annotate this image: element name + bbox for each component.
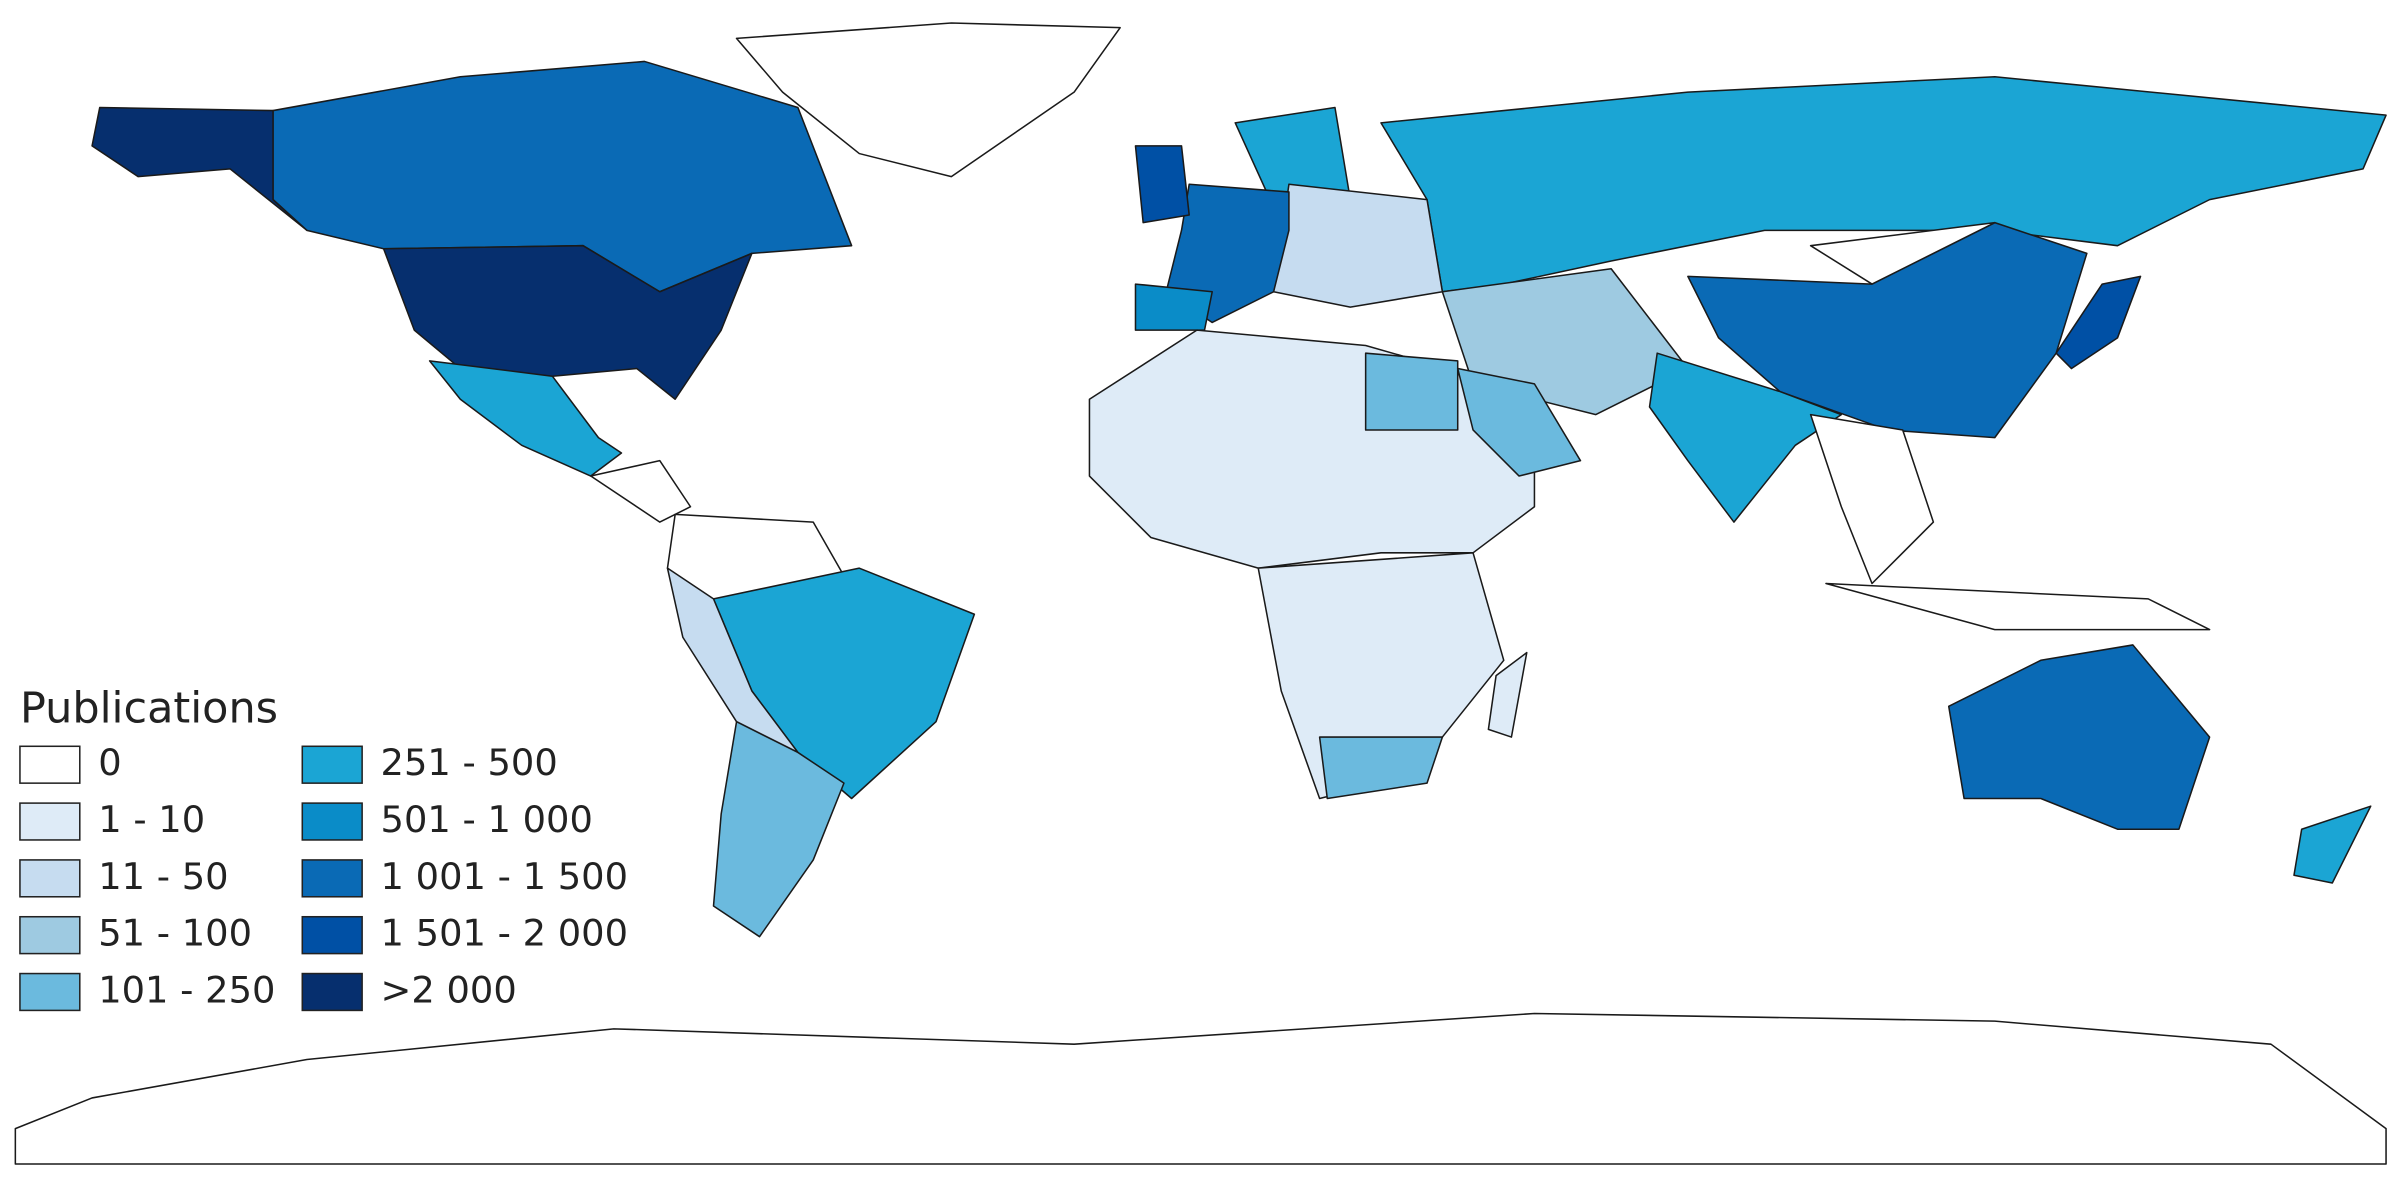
country bbox=[428, 360, 623, 477]
legend-label: 1 - 10 bbox=[98, 798, 205, 841]
legend-label: 251 - 500 bbox=[381, 741, 558, 784]
legend-label: 1 001 - 1 500 bbox=[381, 855, 628, 898]
legend-title: Publications bbox=[20, 683, 278, 733]
legend-label: 0 bbox=[98, 741, 121, 784]
legend-label: 101 - 250 bbox=[98, 968, 275, 1011]
country bbox=[1825, 582, 2211, 631]
legend-swatch bbox=[301, 859, 363, 898]
country bbox=[1318, 736, 1444, 800]
legend-label: 11 - 50 bbox=[98, 855, 228, 898]
country bbox=[2055, 275, 2142, 370]
legend: Publications 0 1 - 10 11 - 50 51 - 100 101 -… bbox=[19, 683, 628, 1012]
legend-swatch bbox=[301, 915, 363, 955]
country bbox=[1809, 413, 1935, 585]
country bbox=[1134, 145, 1190, 224]
legend-swatch bbox=[19, 802, 81, 841]
country bbox=[1272, 183, 1444, 308]
legend-label: >2 000 bbox=[381, 968, 517, 1011]
country bbox=[712, 720, 845, 938]
country bbox=[1648, 352, 1843, 523]
legend-swatch bbox=[19, 972, 81, 1012]
legend-swatch bbox=[301, 802, 363, 841]
country bbox=[1456, 367, 1582, 477]
legend-swatch bbox=[301, 745, 363, 784]
countries bbox=[14, 22, 2387, 1165]
legend-swatch bbox=[19, 745, 81, 784]
country bbox=[1364, 352, 1459, 431]
country bbox=[1165, 183, 1290, 324]
country bbox=[1487, 651, 1528, 738]
country bbox=[1134, 283, 1213, 331]
legend-label: 501 - 1 000 bbox=[381, 798, 593, 841]
country bbox=[2293, 805, 2372, 884]
legend-label: 1 501 - 2 000 bbox=[381, 912, 628, 955]
country bbox=[589, 459, 692, 523]
country bbox=[1947, 644, 2211, 830]
legend-swatch bbox=[301, 972, 363, 1012]
legend-swatch bbox=[19, 859, 81, 898]
country bbox=[14, 1012, 2387, 1165]
legend-swatch bbox=[19, 915, 81, 955]
legend-label: 51 - 100 bbox=[98, 912, 252, 955]
country bbox=[382, 244, 753, 401]
country bbox=[735, 22, 1121, 178]
country bbox=[1809, 221, 1996, 285]
